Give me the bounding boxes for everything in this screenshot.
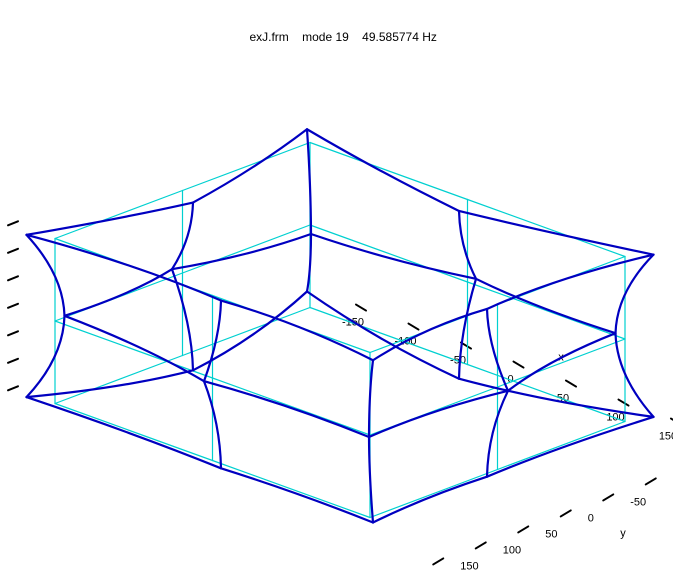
svg-text:150: 150 xyxy=(460,560,478,572)
svg-text:150: 150 xyxy=(659,431,673,443)
svg-text:50: 50 xyxy=(545,528,557,540)
svg-text:-50: -50 xyxy=(630,496,646,508)
svg-text:y: y xyxy=(620,528,626,540)
plot-svg: -150-100-50050100150z-150-100-5005010015… xyxy=(0,0,673,577)
plot-canvas: exJ.frm mode 19 49.585774 Hz -150-100-50… xyxy=(0,0,673,577)
svg-text:100: 100 xyxy=(503,544,521,556)
svg-text:0: 0 xyxy=(588,512,594,524)
